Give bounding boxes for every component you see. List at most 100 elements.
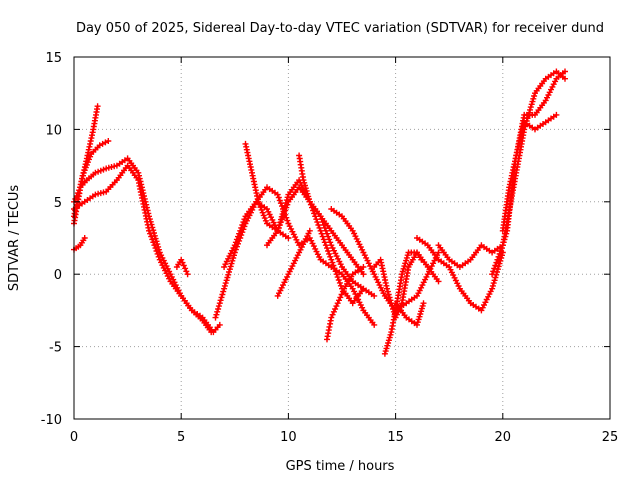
- data-point-marker: [498, 248, 505, 254]
- data-point-marker: [306, 227, 313, 234]
- data-point-marker: [221, 285, 228, 292]
- data-point-marker: [336, 279, 343, 286]
- data-point-marker: [320, 236, 327, 243]
- data-point-marker: [330, 308, 337, 315]
- data-point-marker: [386, 334, 393, 341]
- data-point-marker: [212, 314, 219, 321]
- data-point-marker: [240, 219, 247, 226]
- data-point-marker: [214, 308, 221, 315]
- data-point-marker: [81, 235, 88, 241]
- data-point-marker: [385, 291, 392, 298]
- data-point-marker: [228, 260, 235, 267]
- data-point-marker: [435, 278, 442, 285]
- data-point-marker: [223, 277, 230, 284]
- data-point-marker: [562, 68, 568, 75]
- data-point-marker: [154, 241, 161, 248]
- data-point-marker: [148, 233, 155, 240]
- data-point-marker: [225, 271, 232, 278]
- data-point-marker: [371, 292, 378, 299]
- data-point-marker: [236, 230, 243, 237]
- data-point-marker: [244, 149, 251, 156]
- data-point-marker: [153, 248, 160, 254]
- data-point-marker: [74, 190, 81, 197]
- data-point-marker: [282, 207, 289, 214]
- y-tick-label: 0: [54, 268, 62, 283]
- data-point-marker: [490, 268, 497, 275]
- data-point-marker: [222, 280, 229, 287]
- data-point-marker: [489, 282, 496, 289]
- data-point-marker: [498, 245, 505, 252]
- series-track-12: [296, 152, 367, 278]
- data-point-marker: [324, 245, 330, 252]
- data-point-marker: [305, 193, 312, 200]
- x-tick-label: 20: [495, 430, 512, 445]
- data-point-marker: [334, 274, 341, 281]
- data-point-marker: [360, 264, 367, 270]
- data-point-marker: [283, 214, 290, 221]
- data-point-marker: [319, 233, 326, 240]
- data-point-marker: [414, 319, 421, 326]
- data-point-marker: [384, 288, 391, 295]
- data-point-marker: [158, 259, 165, 266]
- data-point-marker: [227, 263, 234, 270]
- data-point-marker: [326, 236, 333, 243]
- data-point-marker: [389, 303, 396, 310]
- y-tick-label: 15: [45, 51, 62, 66]
- data-point-marker: [317, 227, 324, 234]
- data-point-marker: [216, 321, 223, 328]
- data-point-marker: [87, 138, 94, 144]
- data-point-marker: [182, 265, 189, 272]
- data-point-marker: [154, 250, 161, 257]
- data-point-marker: [562, 75, 568, 82]
- data-point-marker: [494, 266, 501, 273]
- data-point-marker: [500, 239, 507, 246]
- data-point-marker: [233, 236, 240, 243]
- data-point-marker: [281, 210, 288, 217]
- data-point-marker: [529, 98, 536, 105]
- data-point-marker: [277, 219, 284, 226]
- data-point-marker: [276, 222, 283, 228]
- data-point-marker: [499, 242, 506, 249]
- data-point-marker: [387, 297, 394, 304]
- data-point-marker: [327, 253, 334, 260]
- data-point-marker: [218, 294, 225, 301]
- data-point-marker: [384, 285, 390, 292]
- y-tick-label: 10: [45, 123, 62, 138]
- data-point-marker: [274, 227, 281, 234]
- data-point-marker: [553, 111, 560, 118]
- data-point-marker: [221, 264, 228, 270]
- data-point-marker: [496, 253, 503, 260]
- series-track-11: [274, 227, 313, 299]
- data-point-marker: [329, 259, 336, 266]
- data-point-marker: [213, 311, 220, 318]
- data-point-marker: [231, 242, 238, 249]
- data-point-marker: [333, 271, 340, 278]
- x-axis-label: GPS time / hours: [286, 459, 395, 474]
- x-tick-label: 25: [602, 430, 619, 445]
- series-track-17: [392, 300, 427, 328]
- data-point-marker: [495, 263, 502, 270]
- data-point-marker: [184, 271, 191, 278]
- data-point-marker: [497, 250, 504, 257]
- data-point-marker: [491, 277, 498, 284]
- data-point-marker: [241, 216, 248, 223]
- data-point-marker: [151, 242, 158, 249]
- data-point-marker: [312, 213, 319, 220]
- data-point-marker: [503, 230, 510, 237]
- series-track-16: [381, 249, 442, 357]
- data-point-marker: [279, 216, 285, 223]
- data-point-marker: [149, 236, 156, 243]
- chart-title: Day 050 of 2025, Sidereal Day-to-day VTE…: [76, 21, 604, 36]
- data-point-marker: [490, 280, 497, 287]
- data-point-marker: [495, 256, 502, 263]
- data-point-marker: [501, 236, 508, 243]
- data-point-marker: [238, 224, 245, 231]
- data-point-marker: [219, 291, 226, 298]
- data-point-marker: [283, 204, 290, 211]
- data-point-marker: [316, 224, 323, 231]
- series-track-13: [324, 264, 367, 343]
- data-point-marker: [284, 201, 291, 208]
- series-track-14: [328, 206, 442, 314]
- data-point-marker: [237, 227, 244, 234]
- data-point-marker: [326, 250, 333, 257]
